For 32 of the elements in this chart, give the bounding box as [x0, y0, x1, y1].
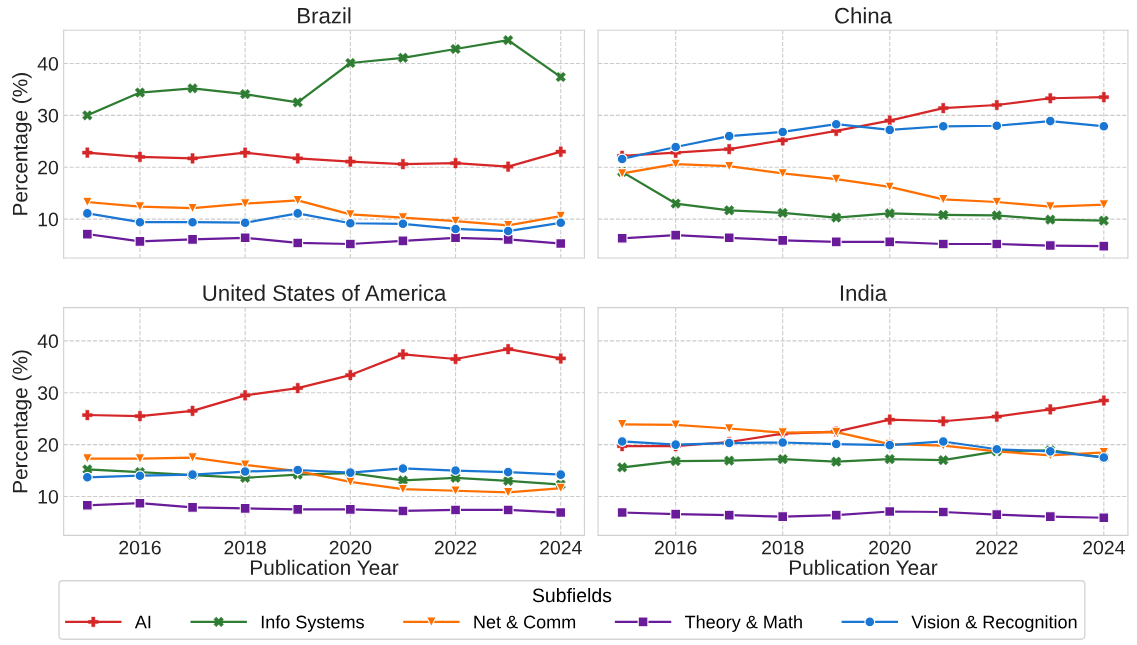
y-axis-title: Percentage (%) [12, 350, 32, 493]
x-tick-label: 2024 [540, 540, 582, 555]
x-axis-title: Publication Year [251, 559, 399, 576]
y-tick-label: 30 [37, 108, 59, 123]
legend-label: Theory & Math [684, 615, 802, 632]
legend-title: Subfields [532, 587, 612, 603]
x-tick-label: 2018 [224, 540, 266, 555]
chart-title: Brazil [298, 7, 351, 24]
x-axis-title: Publication Year [789, 559, 938, 576]
legend-label: Info Systems [261, 615, 364, 632]
y-tick-label: 40 [37, 56, 59, 71]
y-tick-label: 10 [38, 489, 59, 504]
x-tick-label: 2016 [119, 540, 161, 555]
y-axis-title: Percentage (%) [12, 73, 32, 215]
legend-label: Net & Comm [474, 615, 576, 629]
y-tick-label: 20 [38, 438, 59, 452]
chart-title: India [840, 284, 888, 301]
x-tick-label: 2022 [976, 540, 1018, 555]
chart-title: United States of America [203, 284, 447, 301]
x-tick-label: 2020 [869, 540, 911, 555]
y-tick-label: 30 [37, 386, 59, 400]
y-tick-label: 10 [38, 212, 59, 227]
y-tick-label: 20 [38, 160, 59, 175]
y-tick-label: 40 [37, 334, 59, 349]
x-tick-label: 2016 [655, 540, 697, 555]
x-tick-label: 2024 [1083, 540, 1125, 555]
chart-title: China [835, 7, 893, 24]
legend-label: Vision & Recognition [911, 615, 1077, 632]
legend-label: AI [134, 615, 151, 629]
x-tick-label: 2018 [762, 540, 804, 555]
x-tick-label: 2020 [329, 540, 372, 555]
x-tick-label: 2022 [434, 540, 477, 555]
